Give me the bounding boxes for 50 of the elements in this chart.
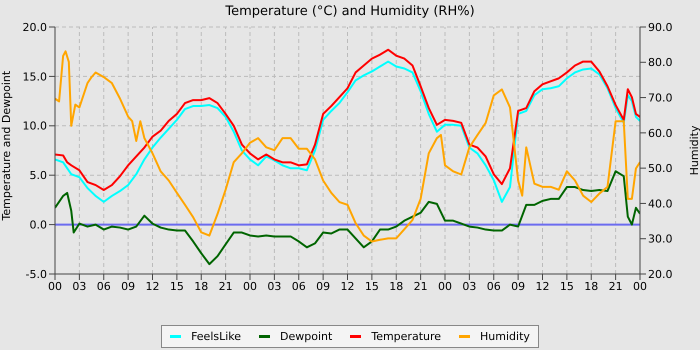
legend-label: FeelsLike xyxy=(191,330,242,343)
line-series xyxy=(55,170,640,266)
y-tick-label: -5.0 xyxy=(26,268,47,281)
x-tick-label: 18 xyxy=(389,280,404,293)
x-tick-label: 21 xyxy=(218,280,233,293)
y-tick-label: 10.0 xyxy=(22,120,47,133)
legend-label: Dewpoint xyxy=(280,330,332,343)
x-tick-label: 00 xyxy=(633,280,647,293)
x-tick-label: 12 xyxy=(340,280,354,293)
y-tick-label: 0.0 xyxy=(30,218,47,232)
x-tick-label: 09 xyxy=(316,280,330,293)
y-axis-title: Temperature and Dewpoint xyxy=(0,70,13,222)
line-series xyxy=(55,50,640,243)
y2-tick-label: 70.0 xyxy=(648,91,672,104)
y2-tick-label: 80.0 xyxy=(648,56,672,70)
y-tick-label: 5.0 xyxy=(30,169,47,182)
x-tick-label: 15 xyxy=(560,280,574,293)
x-tick-label: 18 xyxy=(584,280,598,293)
x-tick-label: 15 xyxy=(364,280,379,293)
legend-label: Temperature xyxy=(371,330,442,343)
x-tick-label: 03 xyxy=(462,280,476,293)
x-tick-label: 00 xyxy=(243,280,257,293)
x-tick-label: 18 xyxy=(194,280,208,293)
x-tick-label: 06 xyxy=(292,280,306,293)
x-tick-label: 03 xyxy=(72,280,86,293)
x-tick-label: 12 xyxy=(536,280,550,293)
line-series xyxy=(55,60,640,203)
x-tick-label: 06 xyxy=(486,280,501,293)
y-tick-label: 15.0 xyxy=(22,70,47,84)
x-tick-label: 09 xyxy=(121,280,136,293)
y2-tick-label: 60.0 xyxy=(648,126,672,140)
y2-tick-label: 20.0 xyxy=(648,268,672,281)
line-series xyxy=(55,48,640,192)
x-tick-label: 21 xyxy=(608,280,623,293)
x-tick-label: 21 xyxy=(414,280,428,293)
x-tick-label: 06 xyxy=(96,280,111,293)
x-tick-label: 09 xyxy=(511,280,526,293)
x-tick-label: 00 xyxy=(438,280,452,293)
x-tick-label: 03 xyxy=(267,280,282,293)
chart-title: Temperature (°C) and Humidity (RH%) xyxy=(224,4,476,19)
y2-tick-label: 30.0 xyxy=(648,232,672,246)
x-tick-label: 00 xyxy=(48,280,62,293)
x-tick-label: 12 xyxy=(146,280,160,293)
y2-tick-label: 50.0 xyxy=(648,162,672,176)
y2-axis-title: Humidity xyxy=(688,125,700,176)
y-tick-label: 20.0 xyxy=(22,20,47,34)
y2-tick-label: 40.0 xyxy=(648,197,672,210)
legend-label: Humidity xyxy=(480,330,530,343)
y2-tick-label: 90.0 xyxy=(648,20,672,34)
x-tick-label: 15 xyxy=(170,280,184,293)
